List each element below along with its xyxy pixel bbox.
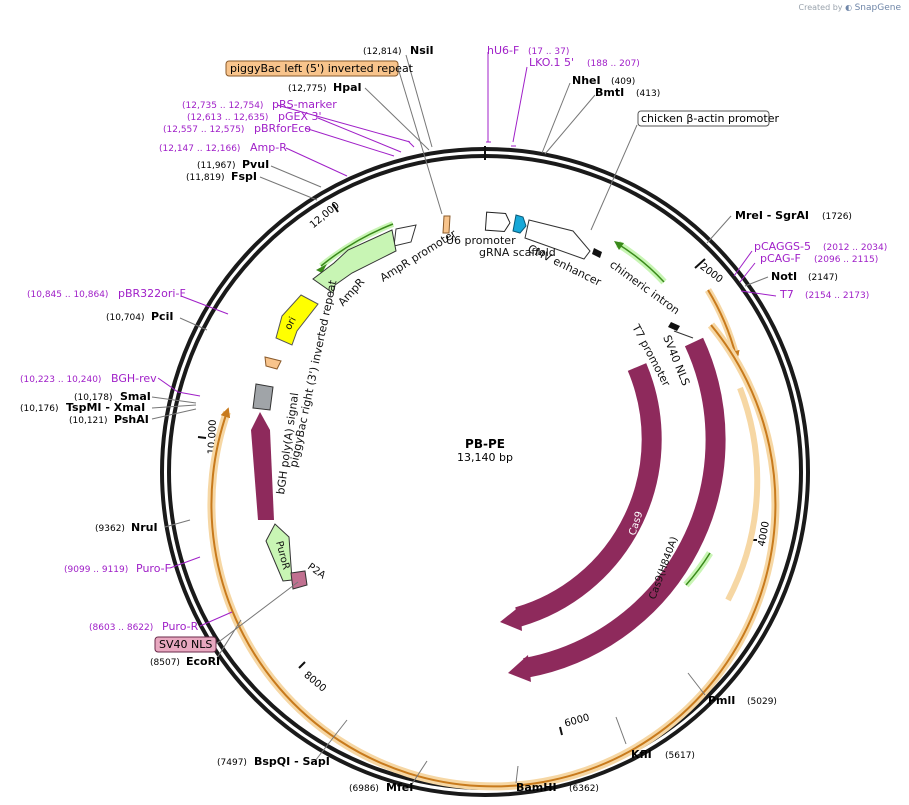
enzyme-name: HpaI [333,81,362,94]
enzyme-pos: (7497) [217,758,247,768]
credit-prefix: Created by [798,3,843,12]
primer-name: pBRforEco [254,122,311,135]
enzyme-name: PciI [151,310,173,323]
primer-pos: (2154 .. 2173) [805,291,869,301]
enzyme-pos: (413) [636,89,660,99]
boxed-labels: piggyBac left (5') inverted repeat chick… [154,60,779,653]
enzyme-pos: (12,814) [363,47,402,57]
primer-name: pCAGGS-5 [754,240,811,253]
enzyme-pos: (10,178) [74,393,113,403]
enzyme-leaders [151,54,769,785]
feature-label: ori [283,315,299,332]
enzyme-name: BspQI - SapI [254,755,330,768]
cas9-inner-arc [515,363,662,627]
promoter-features [484,211,694,339]
tick-label: 4000 [757,520,772,547]
cas9-arcs [500,337,726,682]
feature-label: ΔTK [237,460,248,480]
enzyme-name: BamHI [516,781,557,794]
enzyme-name: EcoRI [186,655,220,668]
enzyme-name: BmtI [595,86,624,99]
enzyme-name: MreI - SgrAI [735,209,809,222]
credit-brand: SnapGene [854,3,901,13]
enzyme-pos: (6362) [569,784,599,794]
primer-name: LKO.1 5' [529,56,574,69]
boxed-label: piggyBac left (5') inverted repeat [230,62,414,75]
primer-name: Puro-F [136,562,171,575]
snapgene-logo-icon: ◐ [845,3,853,12]
cas9-outer-arrowhead [508,655,531,682]
enzyme-pos: (11,967) [197,161,236,171]
cas9-outer-arc [523,337,726,678]
feature-label: gRNA scaffold [479,246,556,259]
orange-feature-arcs [207,288,780,791]
enzyme-pos: (10,121) [69,416,108,426]
primer-pos: (12,735 .. 12,754) [182,101,263,111]
enzyme-pos: (5617) [665,751,695,761]
enzyme-name: MfeI [386,781,413,794]
snapgene-credit: Created by ◐ SnapGene [799,3,902,13]
primer-name: pCAG-F [760,252,801,265]
primer-name: Amp-R [250,141,287,154]
tick-label: 6000 [563,712,590,729]
primer-name: BGH-rev [111,372,157,385]
primer-pos: (10,223 .. 10,240) [20,375,101,385]
primer-pos: (188 .. 207) [587,59,640,69]
enzyme-pos: (1726) [822,212,852,222]
tick-label: 8000 [301,670,328,695]
enzyme-name: NsiI [410,44,434,57]
primer-pos: (8603 .. 8622) [89,623,153,633]
boxed-label: SV40 NLS [159,638,212,651]
primer-name: T7 [779,288,794,301]
enzyme-pos: (409) [611,77,635,87]
enzyme-name: FspI [231,170,257,183]
enzyme-pos: (5029) [747,697,777,707]
primer-pos: (12,557 .. 12,575) [163,125,244,135]
enzyme-pos: (2147) [808,273,838,283]
enzyme-name: NruI [131,521,158,534]
plasmid-center: PB-PE 13,140 bp [457,437,513,464]
enzyme-pos: (8507) [150,658,180,668]
primer-name: pRS-marker [272,98,337,111]
feature-label: P2A [305,561,327,581]
primer-pos: (12,613 .. 12,635) [187,113,268,123]
primer-labels: hU6-F (17 .. 37) LKO.1 5' (188 .. 207) p… [20,44,887,633]
left-features [251,215,451,590]
tick-label: 2000 [698,261,725,285]
chimeric-intron-arrow [614,241,713,588]
primer-pos: (10,845 .. 10,864) [27,290,108,300]
enzyme-pos: (10,704) [106,313,145,323]
enzyme-pos: (6986) [349,784,379,794]
enzyme-name: PmlI [708,694,735,707]
enzyme-name: PvuI [242,158,269,171]
enzyme-name: NotI [771,270,797,283]
plasmid-size: 13,140 bp [457,451,513,464]
primer-name: hU6-F [487,44,519,57]
enzyme-pos: (12,775) [288,84,327,94]
plasmid-name: PB-PE [465,437,505,451]
cas9-inner-arrowhead [500,606,522,631]
primer-name: pGEX 3' [278,110,322,123]
boxed-label: chicken β-actin promoter [641,112,779,125]
enzyme-name: PshAI [114,413,149,426]
primer-pos: (12,147 .. 12,166) [159,144,240,154]
primer-name: pBR322ori-F [118,287,186,300]
enzyme-pos: (10,176) [20,404,59,414]
primer-pos: (2012 .. 2034) [823,243,887,253]
enzyme-pos: (9362) [95,524,125,534]
primer-pos: (17 .. 37) [528,47,569,57]
enzyme-name: NheI [572,74,601,87]
primer-pos: (2096 .. 2115) [814,255,878,265]
feature-label: U6 promoter [446,234,516,247]
enzyme-name: SmaI [120,390,151,403]
enzyme-name: TspMI - XmaI [66,401,145,414]
primer-name: Puro-R [162,620,199,633]
primer-pos: (9099 .. 9119) [64,565,128,575]
primer-leaders [157,52,777,627]
enzyme-pos: (11,819) [186,173,225,183]
enzyme-labels: (12,814) NsiI (12,775) HpaI (11,967) Pvu… [20,44,852,794]
enzyme-name: KflI [631,748,652,761]
